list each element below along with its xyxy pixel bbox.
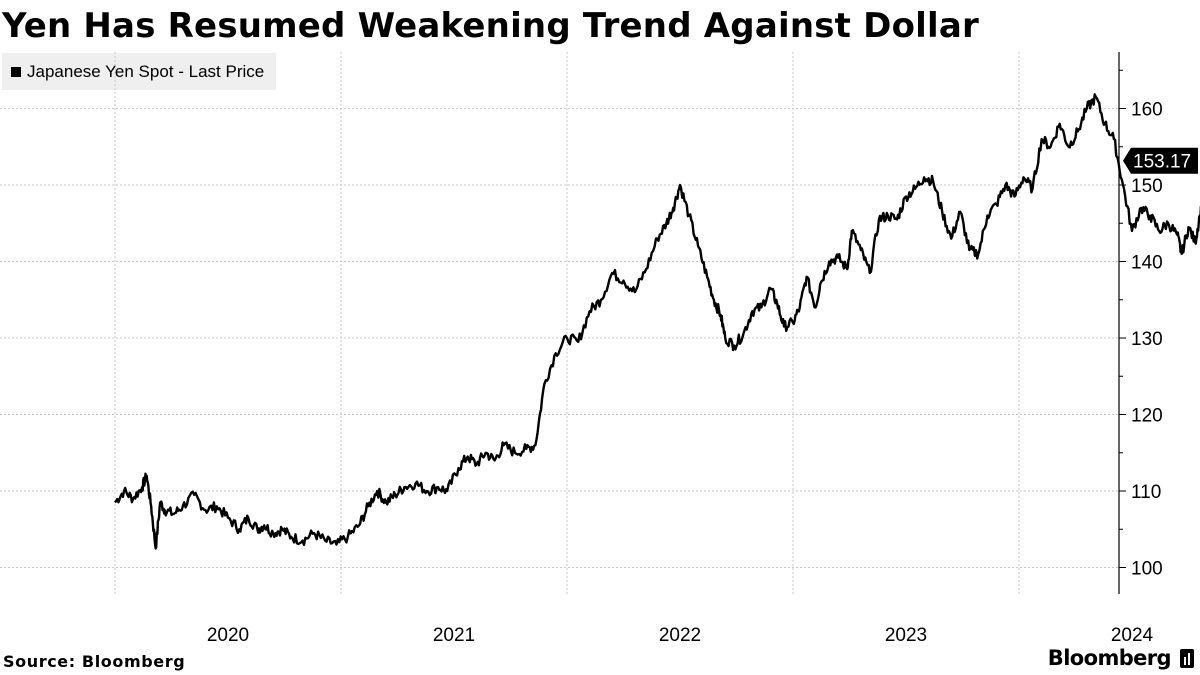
x-tick-label: 2021 — [433, 625, 475, 646]
source-note: Source: Bloomberg — [3, 652, 186, 671]
brand-name: Bloomberg — [1047, 646, 1172, 670]
y-tick-label: 160 — [1131, 100, 1163, 121]
y-tick-label: 100 — [1131, 559, 1163, 580]
y-tick-label: 120 — [1131, 406, 1163, 427]
x-tick-label: 2022 — [659, 625, 701, 646]
legend: Japanese Yen Spot - Last Price — [2, 53, 277, 90]
legend-label: Japanese Yen Spot - Last Price — [27, 61, 265, 81]
x-tick-label: 2020 — [207, 625, 249, 646]
last-value-label: 153.17 — [1133, 152, 1191, 173]
y-tick-label: 140 — [1131, 253, 1163, 274]
x-axis: 2020 2021 2022 2023 2024 — [207, 625, 1154, 646]
gridlines — [0, 52, 1119, 594]
chart-title: Yen Has Resumed Weakening Trend Against … — [2, 6, 979, 46]
bloomberg-mark-icon — [1180, 648, 1194, 668]
bloomberg-logo: Bloomberg — [1048, 646, 1194, 670]
y-tick-label: 150 — [1131, 176, 1163, 197]
x-tick-label: 2024 — [1111, 625, 1154, 646]
y-tick-label: 130 — [1131, 329, 1163, 350]
x-tick-label: 2023 — [885, 625, 927, 646]
series-line-japanese-yen-spot — [114, 93, 1200, 550]
y-axis: 100 110 120 130 140 150 160 — [1119, 69, 1163, 580]
last-value-callout-bg — [1123, 147, 1198, 174]
legend-swatch — [11, 66, 21, 77]
last-value-callout: 153.17 — [1123, 147, 1198, 174]
y-tick-label: 110 — [1131, 482, 1161, 503]
